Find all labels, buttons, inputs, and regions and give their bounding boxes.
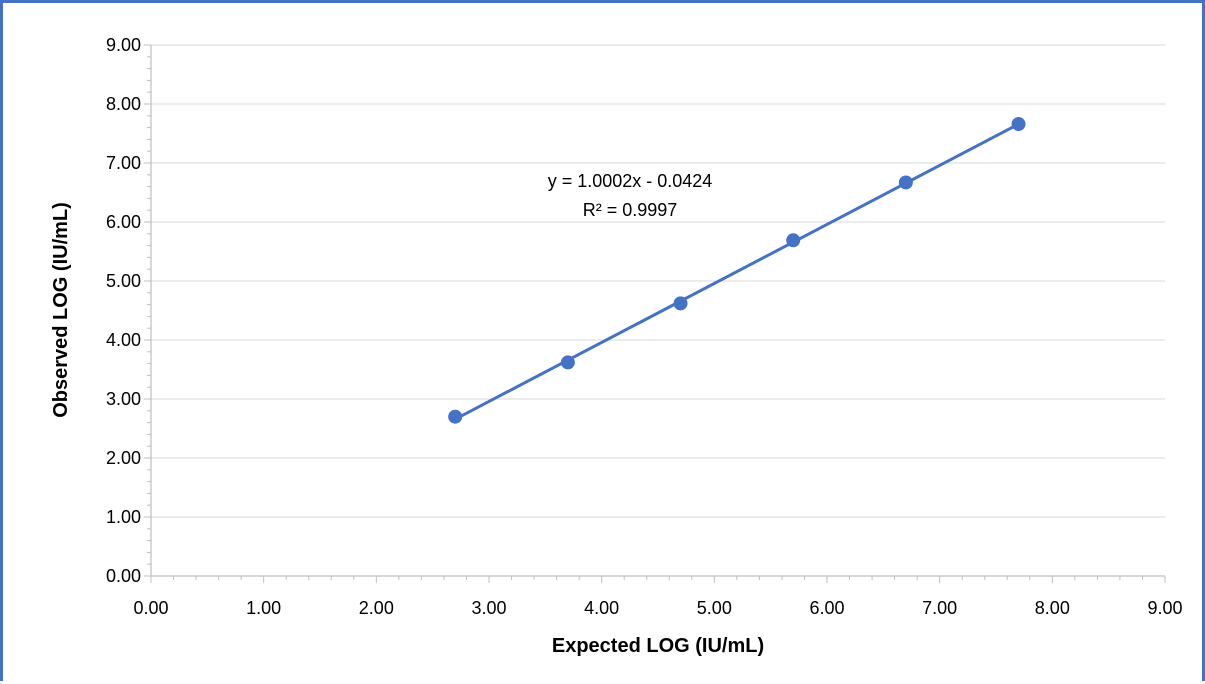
y-tick-label: 7.00 — [106, 153, 141, 173]
x-axis-title: Expected LOG (IU/mL) — [552, 635, 764, 657]
trendline — [455, 124, 1018, 419]
y-tick-label: 1.00 — [106, 507, 141, 527]
x-tick-label: 8.00 — [1035, 598, 1070, 618]
y-tick-label: 0.00 — [106, 566, 141, 586]
data-point — [674, 296, 688, 310]
x-tick-label: 5.00 — [697, 598, 732, 618]
scatter-chart: 0.00 1.00 2.00 3.00 4.00 5.00 6.00 7.00 8.00 9.00… — [3, 3, 1205, 684]
x-tick-label: 1.00 — [246, 598, 281, 618]
data-point — [1012, 117, 1026, 131]
y-tick-label: 9.00 — [106, 35, 141, 55]
x-tick-label: 4.00 — [584, 598, 619, 618]
y-tick-label: 3.00 — [106, 389, 141, 409]
x-tick-label: 6.00 — [809, 598, 844, 618]
trendline-layer — [455, 124, 1018, 419]
x-tick-label: 9.00 — [1147, 598, 1182, 618]
data-point — [786, 233, 800, 247]
data-point — [899, 175, 913, 189]
y-tick-label: 5.00 — [106, 271, 141, 291]
y-tick-label: 8.00 — [106, 94, 141, 114]
y-axis-title: Observed LOG (IU/mL) — [50, 202, 72, 418]
data-point — [561, 355, 575, 369]
y-tick-label: 6.00 — [106, 212, 141, 232]
x-tick-label: 3.00 — [471, 598, 506, 618]
x-tick-label: 2.00 — [359, 598, 394, 618]
x-tick-label: 0.00 — [133, 598, 168, 618]
y-tick-label: 2.00 — [106, 448, 141, 468]
gridlines — [151, 45, 1165, 517]
trendline-equation: y = 1.0002x - 0.0424 — [548, 171, 713, 191]
trendline-r-squared: R² = 0.9997 — [583, 200, 678, 220]
x-tick-label: 7.00 — [922, 598, 957, 618]
y-tick-label: 4.00 — [106, 330, 141, 350]
data-point — [448, 410, 462, 424]
